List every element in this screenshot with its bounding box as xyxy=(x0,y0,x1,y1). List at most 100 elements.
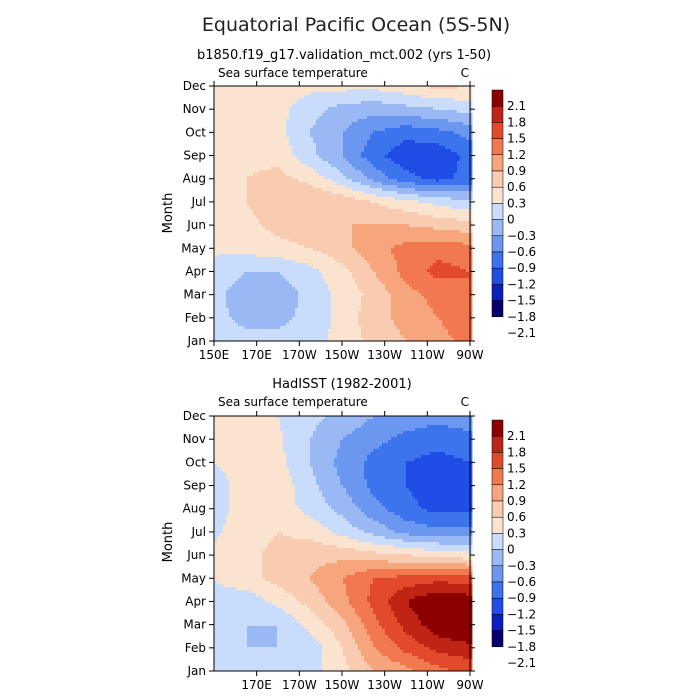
contour-cell xyxy=(295,209,299,213)
contour-cell xyxy=(319,206,323,210)
contour-cell xyxy=(268,86,272,90)
contour-cell xyxy=(469,245,473,249)
contour-cell xyxy=(418,125,422,129)
contour-cell xyxy=(256,170,260,174)
contour-cell xyxy=(232,176,236,180)
contour-cell xyxy=(256,251,260,255)
contour-cell xyxy=(316,218,320,222)
contour-cell xyxy=(268,164,272,168)
contour-cell xyxy=(358,98,362,102)
contour-cell xyxy=(340,155,344,159)
contour-cell xyxy=(388,128,392,132)
contour-cell xyxy=(325,104,329,108)
contour-cell xyxy=(352,251,356,255)
contour-cell xyxy=(313,125,317,129)
contour-cell xyxy=(442,185,446,189)
contour-cell xyxy=(253,104,257,108)
contour-cell xyxy=(307,158,311,162)
contour-cell xyxy=(442,161,446,165)
contour-cell xyxy=(379,113,383,117)
contour-cell xyxy=(319,134,323,138)
contour-cell xyxy=(349,119,353,123)
contour-cell xyxy=(460,227,464,231)
contour-cell xyxy=(259,230,263,234)
contour-cell xyxy=(403,146,407,150)
contour-cell xyxy=(283,188,287,192)
contour-cell xyxy=(322,131,326,135)
contour-cell xyxy=(442,221,446,225)
contour-cell xyxy=(463,134,467,138)
contour-cell xyxy=(307,251,311,255)
contour-cell xyxy=(382,257,386,261)
contour-cell xyxy=(469,101,473,105)
contour-cell xyxy=(259,140,263,144)
contour-cell xyxy=(430,209,434,213)
contour-cell xyxy=(328,98,332,102)
contour-cell xyxy=(334,104,338,108)
contour-cell xyxy=(439,152,443,156)
contour-cell xyxy=(436,227,440,231)
contour-cell xyxy=(358,248,362,252)
contour-cell xyxy=(451,227,455,231)
contour-cell xyxy=(349,143,353,147)
contour-cell xyxy=(253,158,257,162)
contour-cell xyxy=(337,110,341,114)
contour-cell xyxy=(403,113,407,117)
contour-cell xyxy=(436,158,440,162)
contour-cell xyxy=(382,197,386,201)
contour-cell xyxy=(295,155,299,159)
contour-cell xyxy=(331,221,335,225)
contour-cell xyxy=(313,254,317,258)
contour-cell xyxy=(397,245,401,249)
contour-cell xyxy=(430,146,434,150)
contour-cell xyxy=(295,236,299,240)
contour-cell xyxy=(271,221,275,225)
contour-cell xyxy=(394,254,398,258)
contour-cell xyxy=(343,152,347,156)
contour-cell xyxy=(256,191,260,195)
contour-cell xyxy=(226,194,230,198)
contour-cell xyxy=(460,173,464,177)
contour-cell xyxy=(376,161,380,165)
contour-cell xyxy=(466,200,470,204)
contour-cell xyxy=(250,113,254,117)
contour-cell xyxy=(307,116,311,120)
contour-cell xyxy=(385,161,389,165)
contour-cell xyxy=(220,143,224,147)
contour-cell xyxy=(385,185,389,189)
contour-cell xyxy=(235,206,239,210)
contour-cell xyxy=(463,125,467,129)
contour-cell xyxy=(214,245,218,249)
contour-cell xyxy=(439,185,443,189)
contour-cell xyxy=(274,119,278,123)
contour-cell xyxy=(220,197,224,201)
contour-cell xyxy=(460,233,464,237)
contour-cell xyxy=(460,197,464,201)
contour-cell xyxy=(367,119,371,123)
contour-cell xyxy=(343,188,347,192)
contour-cell xyxy=(337,119,341,123)
contour-cell xyxy=(394,188,398,192)
contour-cell xyxy=(283,104,287,108)
contour-cell xyxy=(232,137,236,141)
contour-cell xyxy=(298,251,302,255)
contour-cell xyxy=(289,116,293,120)
contour-cell xyxy=(295,188,299,192)
contour-cell xyxy=(352,101,356,105)
contour-cell xyxy=(229,113,233,117)
contour-cell xyxy=(409,251,413,255)
contour-cell xyxy=(442,218,446,222)
contour-cell xyxy=(268,101,272,105)
contour-cell xyxy=(376,197,380,201)
contour-cell xyxy=(289,140,293,144)
contour-cell xyxy=(364,188,368,192)
contour-cell xyxy=(295,203,299,207)
contour-cell xyxy=(310,200,314,204)
contour-cell xyxy=(322,164,326,168)
contour-cell xyxy=(370,218,374,222)
contour-cell xyxy=(247,131,251,135)
contour-cell xyxy=(274,173,278,177)
contour-cell xyxy=(226,230,230,234)
contour-cell xyxy=(214,197,218,201)
contour-cell xyxy=(229,215,233,219)
